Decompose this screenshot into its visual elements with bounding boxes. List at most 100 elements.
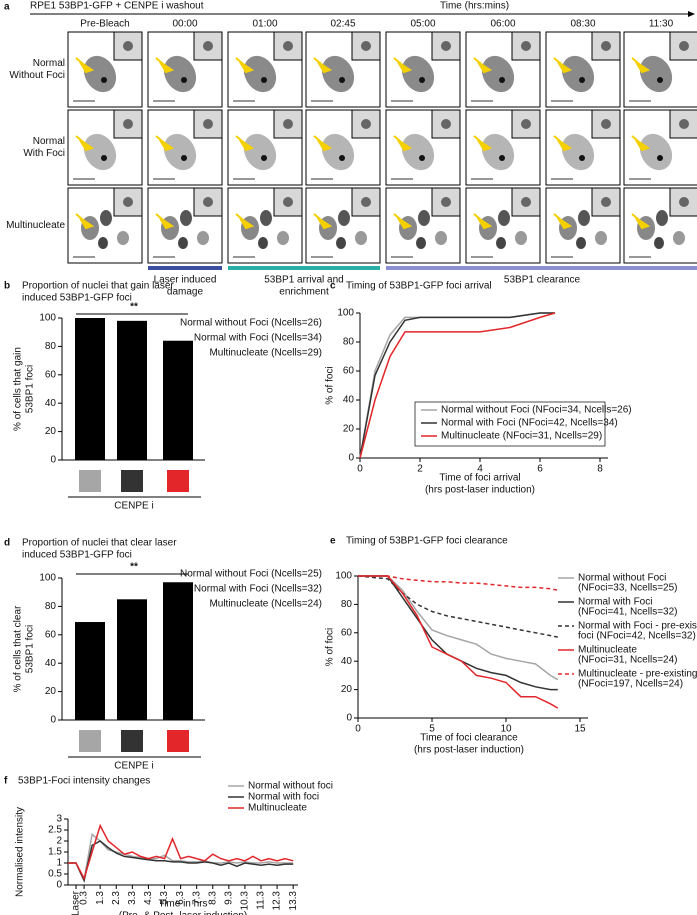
- y-tick-label: 20: [343, 424, 355, 435]
- bar: [75, 318, 105, 460]
- nucleus: [321, 133, 355, 171]
- inset-focus: [283, 197, 293, 207]
- arrow: [553, 213, 573, 230]
- x-tick-label: 1.3: [95, 891, 106, 905]
- y-tick-label: 2: [56, 836, 62, 847]
- series-line: [68, 823, 294, 881]
- chart-title: Proportion of nuclei that gain laser: [22, 281, 174, 292]
- y-tick-label: 100: [337, 308, 354, 319]
- y-tick-label: 40: [45, 658, 57, 669]
- chart-title: 53BP1-Foci intensity changes: [18, 776, 150, 787]
- y-tick-label: 100: [335, 571, 352, 582]
- x-tick-label: 5.3: [159, 891, 170, 905]
- chart-title: induced 53BP1-GFP foci: [22, 550, 132, 561]
- timepoint-label: 08:30: [570, 19, 595, 30]
- y-tick-label: 0: [56, 880, 62, 891]
- series-line: [68, 833, 294, 882]
- phase-label: enrichment: [279, 287, 329, 298]
- row-label: Normal: [33, 136, 65, 147]
- legend-label: Normal with foci: [248, 792, 319, 803]
- y-tick-label: 40: [341, 656, 353, 667]
- category-swatch: [121, 470, 143, 492]
- nucleus: [260, 210, 272, 226]
- x-axis-label: Time in hrs: [158, 899, 207, 910]
- panel-a-title: RPE1 53BP1-GFP + CENPE i washout: [30, 1, 204, 12]
- arrow: [75, 135, 95, 152]
- nucleus: [639, 133, 673, 171]
- y-tick-label: 0: [346, 713, 352, 724]
- nucleus: [561, 133, 595, 171]
- focus: [657, 77, 663, 83]
- y-axis-label: % of foci: [325, 628, 336, 666]
- nucleus: [258, 237, 268, 249]
- y-tick-label: 40: [343, 395, 355, 406]
- legend-label: Multinucleate - pre-existing foci: [578, 669, 697, 680]
- inset-focus: [203, 197, 213, 207]
- y-tick-label: 0.5: [48, 869, 62, 880]
- series-line: [358, 575, 559, 709]
- x-tick-label: 3.3: [127, 891, 138, 905]
- inset-focus: [441, 197, 451, 207]
- inset-focus: [521, 41, 531, 51]
- arrow: [235, 135, 255, 152]
- inset-focus: [679, 119, 689, 129]
- x-tick-label: 5: [429, 724, 435, 735]
- y-axis-label: % of cells that clear: [13, 605, 24, 692]
- phase-label: damage: [167, 287, 204, 298]
- nucleus: [100, 210, 112, 226]
- nucleus: [673, 231, 685, 245]
- x-tick-label: 10.3: [240, 891, 251, 911]
- y-tick-label: 60: [45, 629, 57, 640]
- inset: [193, 187, 223, 217]
- panel-letter: b: [4, 281, 10, 292]
- y-tick-label: 20: [45, 426, 57, 437]
- y-tick-label: 40: [45, 398, 57, 409]
- focus: [261, 77, 267, 83]
- arrow: [631, 57, 651, 74]
- focus: [419, 77, 425, 83]
- category-swatch: [167, 470, 189, 492]
- legend-label: Normal with Foci (Ncells=32): [194, 584, 322, 595]
- focus: [181, 77, 187, 83]
- panel-letter: f: [4, 776, 8, 787]
- x-tick-label: 7.3: [191, 891, 202, 905]
- focus: [579, 77, 585, 83]
- panel-letter: c: [330, 281, 336, 292]
- legend-label: Normal with Foci (Ncells=34): [194, 333, 322, 344]
- inset-focus: [521, 197, 531, 207]
- x-tick-label: Laser: [71, 890, 82, 915]
- legend-label: Normal without Foci (Ncells=26): [180, 318, 322, 329]
- phase-bar: [386, 266, 697, 270]
- y-tick-label: 1: [56, 858, 62, 869]
- legend-label: Multinucleate: [248, 803, 307, 814]
- legend-label: Multinucleate (Ncells=24): [209, 599, 322, 610]
- y-tick-label: 60: [45, 369, 57, 380]
- x-tick-label: 6.3: [175, 891, 186, 905]
- nucleus: [117, 231, 129, 245]
- nucleus: [83, 133, 117, 171]
- y-tick-label: 0: [50, 715, 56, 726]
- focus: [101, 77, 107, 83]
- y-tick-label: 80: [45, 341, 57, 352]
- arrow: [631, 135, 651, 152]
- legend-label: Normal with Foci - pre-existing: [578, 621, 697, 632]
- bar: [163, 340, 193, 460]
- arrow: [553, 135, 573, 152]
- x-tick-label: 11.3: [256, 891, 267, 910]
- legend-label: Multinucleate: [578, 645, 637, 656]
- nucleus: [561, 55, 595, 93]
- timepoint-label: 02:45: [330, 19, 355, 30]
- y-tick-label: 100: [39, 573, 56, 584]
- arrow: [473, 213, 493, 230]
- chart-title: Timing of 53BP1-GFP foci arrival: [346, 281, 492, 292]
- nucleus: [163, 133, 197, 171]
- row-label: Without Foci: [9, 70, 65, 81]
- chart-title: Timing of 53BP1-GFP foci clearance: [346, 536, 508, 547]
- row-label: Multinucleate: [6, 220, 65, 231]
- nucleus: [83, 55, 117, 93]
- legend-label: Normal with Foci (NFoci=42, Ncells=34): [441, 418, 618, 429]
- nucleus: [496, 237, 506, 249]
- inset-focus: [283, 41, 293, 51]
- x-axis-label: (hrs post-laser induction): [425, 485, 535, 496]
